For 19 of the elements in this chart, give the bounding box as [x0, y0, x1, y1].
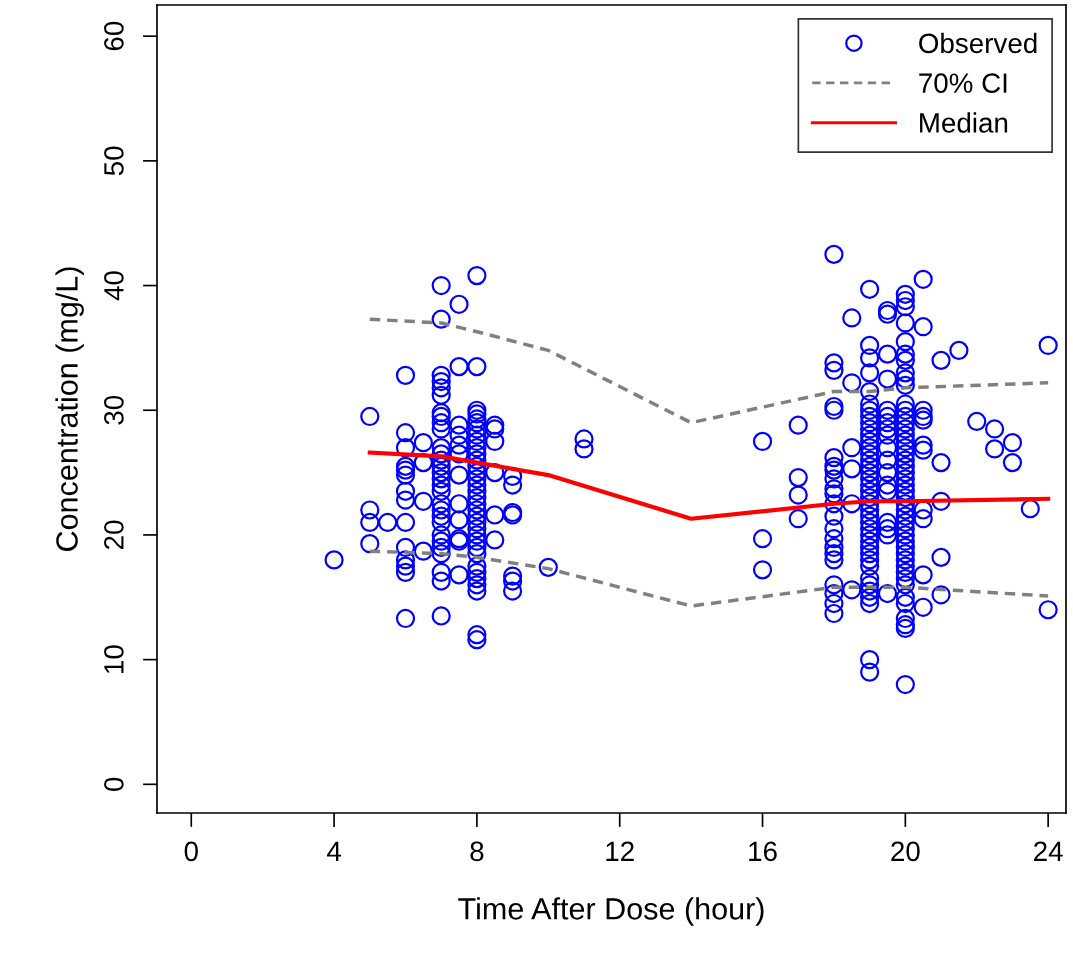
x-tick-label: 16: [749, 841, 777, 862]
y-tick-label: 10: [104, 645, 124, 673]
x-tick-label: 24: [1034, 841, 1063, 861]
x-tick-label: 0: [184, 841, 198, 862]
legend-label: 70% CI: [919, 73, 1007, 93]
x-axis-title: Time After Dose (hour): [458, 897, 764, 926]
x-tick-label: 8: [470, 841, 484, 862]
y-tick-label: 50: [104, 146, 124, 176]
y-tick-label: 20: [104, 520, 124, 549]
x-tick-label: 20: [891, 841, 920, 862]
legend-label: Median: [920, 112, 1008, 133]
y-axis-title: Concentration (mg/L): [55, 267, 84, 551]
y-tick-label: 60: [104, 21, 124, 51]
y-tick-label: 30: [104, 395, 124, 425]
legend-label: Observed: [919, 32, 1037, 54]
y-tick-label: 0: [104, 777, 124, 791]
x-tick-label: 12: [606, 841, 634, 861]
y-tick-label: 40: [104, 271, 124, 301]
x-tick-label: 4: [327, 841, 341, 861]
